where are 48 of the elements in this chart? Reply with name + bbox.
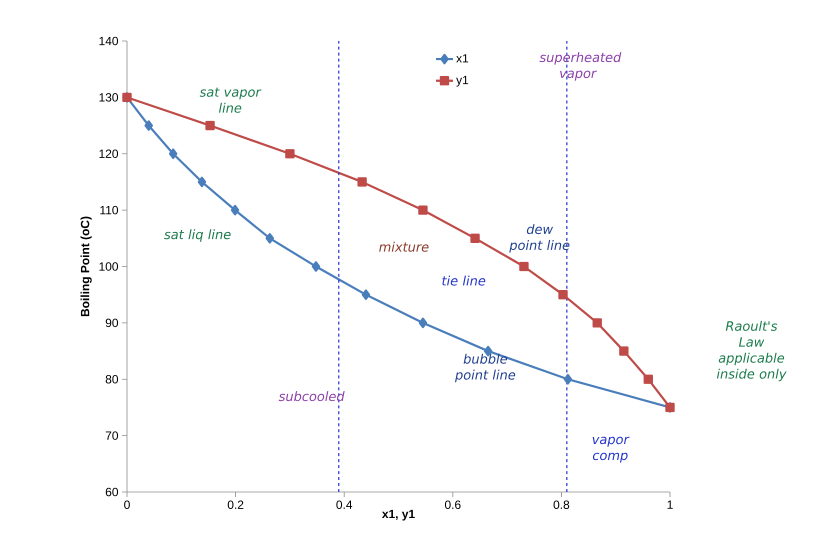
y-tick-label: 90	[106, 318, 118, 328]
annotation: dew point line	[509, 224, 570, 253]
y-tick-label: 130	[99, 93, 118, 102]
annotation: vapor comp	[592, 436, 630, 463]
point	[230, 204, 240, 216]
annotation: bubble point line	[454, 354, 516, 382]
point	[362, 289, 370, 300]
text: Raoult's Law applicable inside only	[716, 320, 787, 382]
y-tick-label: 60	[106, 488, 118, 496]
x-tick-label: 0.4	[336, 500, 352, 509]
annotation: subcooled	[278, 391, 345, 402]
point	[266, 233, 274, 244]
point	[558, 290, 568, 300]
x-tick-label: 0.6	[444, 500, 461, 509]
x-tick-label: 0	[124, 500, 130, 509]
point	[205, 120, 215, 130]
y-tick-label: 70	[106, 431, 118, 440]
point	[418, 318, 428, 328]
point	[470, 234, 480, 243]
point	[564, 374, 572, 385]
point	[198, 176, 206, 188]
point	[644, 374, 653, 384]
point	[144, 120, 153, 131]
point	[592, 318, 602, 328]
annotation: tie line	[442, 276, 486, 286]
annotation: superheated vapor	[540, 52, 622, 81]
x-tick-label: 1	[668, 500, 673, 509]
x-tick-label: 0.8	[554, 500, 570, 509]
y-tick-label: 120	[99, 150, 118, 158]
point	[168, 148, 178, 160]
point	[619, 346, 629, 356]
y-tick-label: 140	[99, 36, 118, 46]
x-axis-title: x1, y1	[382, 510, 415, 521]
annotation: mixture	[379, 242, 429, 252]
point	[285, 149, 295, 158]
x-tick-label: 0.2	[228, 500, 244, 509]
annotation: sat liq line	[164, 229, 231, 242]
point	[418, 205, 428, 215]
y-axis-title: Boiling Point (oC)	[80, 216, 92, 316]
legend-label: x1	[456, 54, 468, 62]
y-tick-label: 100	[99, 262, 118, 271]
point	[357, 177, 367, 187]
point	[519, 262, 529, 272]
annotation: sat vapor line	[200, 88, 262, 113]
y-tick-label: 110	[100, 206, 118, 214]
y-tick-label: 80	[106, 375, 118, 384]
legend-label: y1	[456, 76, 468, 87]
point	[312, 261, 320, 272]
